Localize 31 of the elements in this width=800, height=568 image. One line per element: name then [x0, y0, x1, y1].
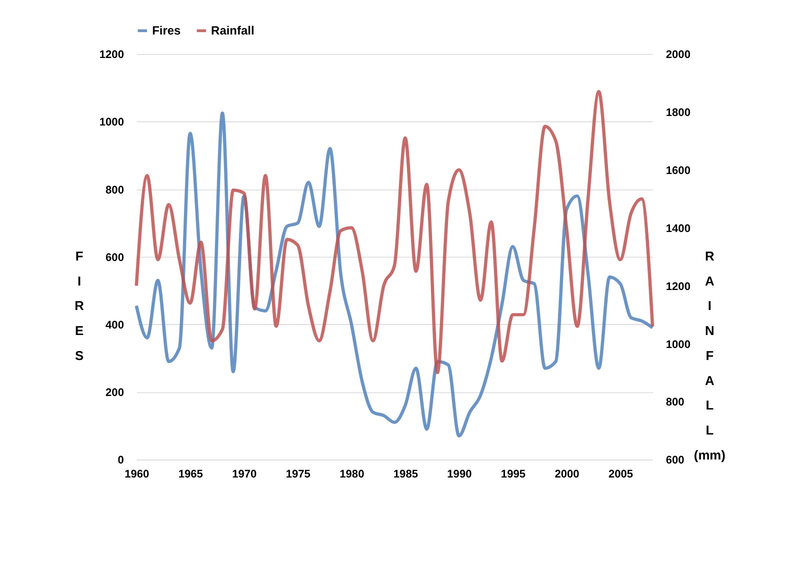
line-series — [134, 90, 654, 374]
x-tick-label: 2005 — [608, 468, 634, 480]
y-axis-title: FIRES — [74, 248, 85, 363]
text: RAINFALL (mm) — [694, 248, 726, 463]
y2-tick-label: 1600 — [666, 165, 690, 178]
x-tick-label: 1995 — [500, 468, 526, 480]
y2-tick-label: 1200 — [666, 280, 690, 293]
y-tick-label: 1000 — [99, 116, 124, 129]
y-tick-label: 400 — [106, 320, 124, 332]
legend-label: Rainfall — [211, 23, 254, 38]
legend-label: Fires — [152, 23, 182, 38]
y-tick-label: 0 — [118, 454, 124, 467]
y-tick-label: 1200 — [99, 49, 124, 62]
line-series — [134, 112, 654, 438]
y-tick-label: 600 — [106, 252, 124, 264]
y2-tick-label: 800 — [666, 396, 684, 409]
y2-tick-label: 600 — [666, 454, 684, 467]
x-tick-label: 1965 — [178, 468, 203, 480]
x-tick-label: 1970 — [232, 468, 257, 480]
x-tick-label: 1975 — [286, 468, 310, 480]
y-tick-label: 200 — [106, 387, 124, 400]
y2-tick-label: 1800 — [666, 107, 690, 120]
y2-tick-label: 1400 — [666, 222, 690, 235]
y2-tick-label: 1000 — [666, 338, 690, 351]
y2-tick-label: 2000 — [666, 49, 690, 62]
x-tick-label: 1985 — [393, 468, 418, 480]
x-tick-label: 2000 — [554, 468, 580, 480]
x-tick-label: 1980 — [340, 468, 364, 480]
x-tick-label: 1960 — [124, 468, 150, 480]
y-tick-label: 800 — [106, 184, 124, 196]
x-tick-label: 1990 — [447, 468, 472, 480]
